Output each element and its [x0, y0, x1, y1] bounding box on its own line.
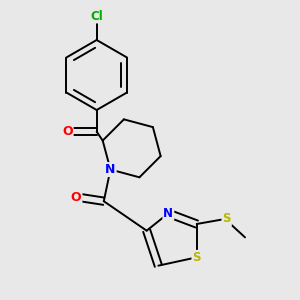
Text: N: N — [163, 207, 173, 220]
Text: S: S — [222, 212, 231, 226]
Text: N: N — [105, 163, 116, 176]
Text: S: S — [192, 251, 201, 264]
Text: Cl: Cl — [90, 10, 103, 22]
Text: O: O — [71, 191, 81, 204]
Text: O: O — [62, 125, 73, 138]
